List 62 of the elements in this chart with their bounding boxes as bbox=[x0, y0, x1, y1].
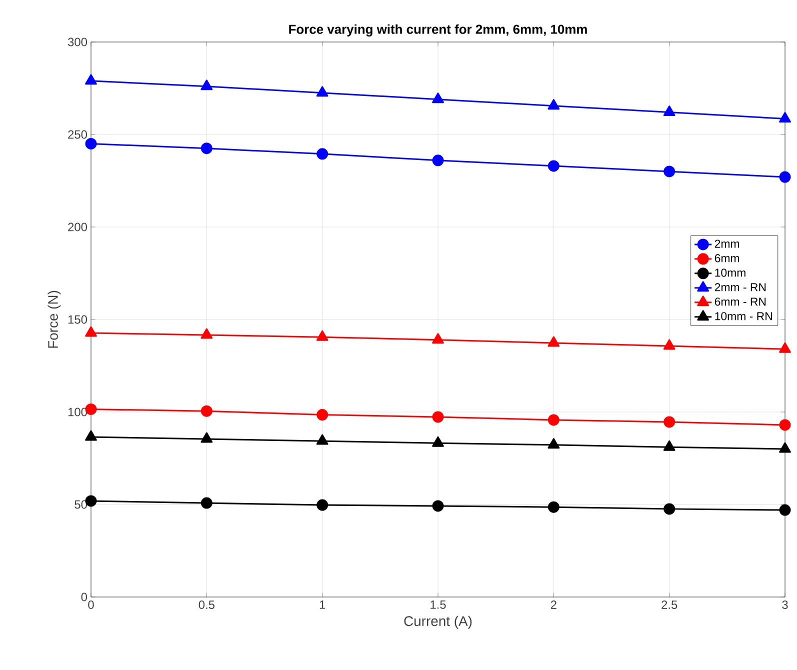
legend-label: 6mm bbox=[714, 254, 740, 262]
legend-label: 10mm bbox=[715, 268, 746, 277]
point bbox=[779, 442, 791, 453]
point bbox=[316, 409, 328, 421]
x-axis-title: Current (A) bbox=[404, 616, 472, 629]
y-tick-label: 200 bbox=[68, 222, 88, 232]
point bbox=[548, 99, 560, 110]
point bbox=[200, 432, 213, 443]
point bbox=[432, 436, 444, 447]
point bbox=[316, 434, 328, 445]
point bbox=[316, 86, 328, 97]
legend-label: 10mm - RN bbox=[715, 312, 772, 320]
y-tick-label: 250 bbox=[68, 130, 88, 139]
y-tick-label: 0 bbox=[81, 592, 88, 602]
point bbox=[200, 328, 213, 339]
x-tick-label: 3 bbox=[782, 600, 788, 609]
point bbox=[316, 330, 328, 341]
point bbox=[663, 440, 676, 451]
legend-label: 2mm bbox=[714, 240, 740, 248]
point bbox=[432, 333, 444, 344]
chart-title: Force varying with current for 2mm, 6mm, 10mm bbox=[289, 24, 587, 36]
point bbox=[664, 166, 676, 178]
y-axis-title: Force (N) bbox=[48, 290, 61, 348]
y-tick-label: 150 bbox=[68, 315, 88, 324]
point bbox=[663, 339, 676, 350]
point bbox=[432, 92, 444, 104]
point bbox=[85, 495, 97, 507]
point bbox=[85, 138, 97, 150]
legend-label: 2mm - RN bbox=[714, 283, 766, 292]
point bbox=[432, 500, 444, 512]
point bbox=[664, 416, 676, 428]
point bbox=[548, 414, 560, 426]
point bbox=[85, 326, 97, 337]
x-tick-label: 0 bbox=[88, 600, 94, 609]
point bbox=[85, 74, 97, 85]
point bbox=[663, 106, 676, 116]
point bbox=[316, 499, 328, 511]
point bbox=[200, 497, 212, 509]
point bbox=[664, 503, 676, 515]
point bbox=[779, 112, 791, 123]
point bbox=[779, 419, 791, 431]
point bbox=[548, 438, 560, 449]
point bbox=[548, 336, 560, 347]
point bbox=[200, 142, 212, 154]
point bbox=[548, 160, 560, 172]
legend-label: 6mm - RN bbox=[714, 298, 766, 306]
y-tick-label: 300 bbox=[68, 38, 88, 46]
point bbox=[432, 154, 444, 166]
x-tick-label: 1 bbox=[320, 600, 326, 609]
point bbox=[779, 504, 791, 516]
point bbox=[548, 501, 560, 513]
point bbox=[316, 148, 328, 160]
point bbox=[779, 171, 791, 183]
x-tick-label: 2.5 bbox=[662, 600, 678, 609]
x-tick-label: 2 bbox=[550, 600, 556, 609]
point bbox=[85, 430, 97, 441]
point bbox=[200, 80, 213, 90]
x-tick-label: 0.5 bbox=[198, 600, 214, 609]
point bbox=[779, 342, 791, 353]
point bbox=[432, 411, 444, 423]
x-tick-label: 1.5 bbox=[430, 600, 446, 609]
point bbox=[200, 405, 212, 417]
